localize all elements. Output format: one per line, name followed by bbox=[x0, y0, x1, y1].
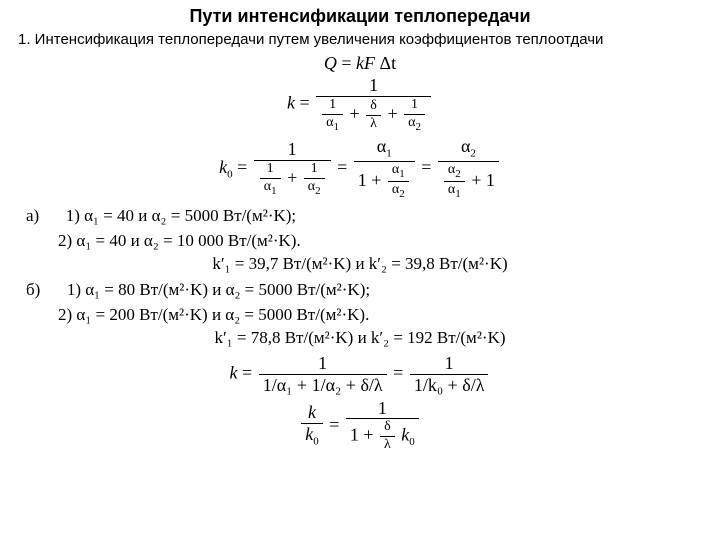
eq-q: Q = kF Δt bbox=[18, 54, 702, 72]
sym-eq: = bbox=[341, 53, 351, 73]
den-k: 1α1 + δλ + 1α2 bbox=[316, 97, 431, 133]
fl2: 1 1/k₀ + δ/λ bbox=[410, 354, 489, 395]
rn: k bbox=[301, 403, 323, 424]
sfa1: 1α1 bbox=[260, 162, 281, 197]
rd: k0 bbox=[301, 424, 323, 448]
pk0: + bbox=[287, 168, 297, 188]
fr-rhs: 1 1 + δλ k0 bbox=[346, 399, 419, 453]
page-title: Пути интенсификации теплопередачи bbox=[18, 6, 702, 27]
f-k0a: 1 1α1 + 1α2 bbox=[254, 140, 331, 197]
f-a1: 1α1 bbox=[322, 98, 343, 133]
case-b-res: k′₁ = 78,8 Вт/(м²·K) и k′₂ = 192 Вт/(м²·… bbox=[18, 328, 702, 348]
case-a: а) 1) α₁ = 40 и α₂ = 5000 Вт/(м²·K); bbox=[18, 206, 702, 226]
eq4: = bbox=[337, 157, 347, 177]
nl1: 1 bbox=[259, 354, 387, 375]
nd: δ bbox=[366, 99, 381, 116]
sfr2: α2α1 bbox=[444, 163, 465, 201]
eq-ratio: k k0 = 1 1 + δλ k0 bbox=[18, 399, 702, 453]
p2: + bbox=[387, 104, 397, 124]
eq-k0: k0 = 1 1α1 + 1α2 = α1 1 + α1α2 = α2 α2α1… bbox=[18, 137, 702, 201]
sa2: α bbox=[308, 179, 315, 194]
case-b: б) 1) α₁ = 80 Вт/(м²·K) и α₂ = 5000 Вт/(… bbox=[18, 280, 702, 300]
sym-k: k bbox=[356, 53, 364, 73]
f-dl: δλ bbox=[366, 99, 381, 131]
sn1: 1 bbox=[260, 162, 281, 179]
dl1: 1/α₁ + 1/α₂ + δ/λ bbox=[259, 375, 387, 395]
srd2: α1 bbox=[444, 182, 465, 200]
sym-dt: Δt bbox=[380, 53, 397, 73]
n1a: 1 bbox=[322, 98, 343, 115]
sd1: α1 bbox=[260, 179, 281, 197]
ddn: λ bbox=[380, 437, 395, 453]
sfa2: 1α2 bbox=[304, 162, 325, 197]
fl1: 1 1/α₁ + 1/α₂ + δ/λ bbox=[259, 354, 387, 395]
num-1: 1 bbox=[316, 76, 431, 97]
page-subtitle: 1. Интенсификация теплопередачи путем ув… bbox=[18, 31, 702, 48]
ia1: 1/α₁ bbox=[263, 375, 293, 395]
eql1: = bbox=[242, 362, 252, 382]
sfdl: δλ bbox=[380, 420, 395, 452]
frac-k: 1 1α1 + δλ + 1α2 bbox=[316, 76, 431, 133]
d1a: α1 bbox=[322, 115, 343, 133]
rd1: 1 + δλ k0 bbox=[346, 419, 419, 452]
eqr: = bbox=[329, 414, 339, 434]
case-b-label: б) bbox=[26, 280, 40, 299]
fdl: δ/λ bbox=[360, 375, 382, 395]
d1b: α2 bbox=[404, 115, 425, 133]
sn2: 1 bbox=[304, 162, 325, 179]
dl2: 1/k₀ + δ/λ bbox=[410, 375, 489, 395]
dk0a: 1α1 + 1α2 bbox=[254, 161, 331, 197]
srn2: α2 bbox=[444, 163, 465, 182]
rn1: 1 bbox=[346, 399, 419, 420]
case-b-l2: 2) α₁ = 200 Вт/(м²·K) и α₂ = 5000 Вт/(м²… bbox=[58, 305, 369, 324]
page: Пути интенсификации теплопередачи 1. Инт… bbox=[0, 0, 720, 453]
f-k0b: α1 1 + α1α2 bbox=[354, 137, 415, 201]
eq-k: k = 1 1α1 + δλ + 1α2 bbox=[18, 76, 702, 133]
dk0b: 1 + α1α2 bbox=[354, 162, 415, 201]
case-a-2: 2) α₁ = 40 и α₂ = 10 000 Вт/(м²·K). bbox=[18, 231, 702, 251]
eq3: = bbox=[237, 157, 247, 177]
sym-k2: k bbox=[287, 93, 295, 113]
a2t: α bbox=[461, 136, 470, 156]
kll: k bbox=[230, 362, 238, 382]
a1t: α bbox=[377, 136, 386, 156]
nl2: 1 bbox=[410, 354, 489, 375]
n2: 1 bbox=[254, 140, 331, 161]
ik0: 1/k₀ bbox=[414, 375, 443, 395]
case-b-l1: 1) α₁ = 80 Вт/(м²·K) и α₂ = 5000 Вт/(м²·… bbox=[67, 280, 370, 299]
case-b-2: 2) α₁ = 200 Вт/(м²·K) и α₂ = 5000 Вт/(м²… bbox=[18, 305, 702, 325]
case-a-res: k′₁ = 39,7 Вт/(м²·K) и k′₂ = 39,8 Вт/(м²… bbox=[18, 254, 702, 274]
sa1: α bbox=[264, 179, 271, 194]
f-k0c: α2 α2α1 + 1 bbox=[438, 137, 499, 201]
sym-f: F bbox=[364, 53, 375, 73]
case-a-l2: 2) α₁ = 40 и α₂ = 10 000 Вт/(м²·K). bbox=[58, 231, 301, 250]
al1: α bbox=[326, 115, 333, 130]
dnn: δ bbox=[380, 420, 395, 437]
k0s: k bbox=[219, 157, 227, 177]
ia2: 1/α₂ bbox=[312, 375, 342, 395]
nk0c: α2 bbox=[438, 137, 499, 162]
case-a-label: а) bbox=[26, 206, 39, 225]
sd2: α2 bbox=[304, 179, 325, 197]
fr-lhs: k k0 bbox=[301, 403, 323, 448]
srd: α2 bbox=[388, 182, 409, 200]
eq5: = bbox=[421, 157, 431, 177]
srn: α1 bbox=[388, 163, 409, 182]
sym-eq2: = bbox=[300, 93, 310, 113]
sym-q: Q bbox=[324, 53, 337, 73]
n1b: 1 bbox=[404, 98, 425, 115]
nk0b: α1 bbox=[354, 137, 415, 162]
eql2: = bbox=[393, 362, 403, 382]
sfr: α1α2 bbox=[388, 163, 409, 201]
case-a-l1: 1) α₁ = 40 и α₂ = 5000 Вт/(м²·K); bbox=[66, 206, 296, 225]
eq-k-long: k = 1 1/α₁ + 1/α₂ + δ/λ = 1 1/k₀ + δ/λ bbox=[18, 354, 702, 395]
rk0: k bbox=[305, 424, 313, 444]
f-a2: 1α2 bbox=[404, 98, 425, 133]
fdl2: δ/λ bbox=[462, 375, 484, 395]
p1: + bbox=[350, 104, 360, 124]
dk0c: α2α1 + 1 bbox=[438, 162, 499, 201]
dl: λ bbox=[366, 116, 381, 132]
